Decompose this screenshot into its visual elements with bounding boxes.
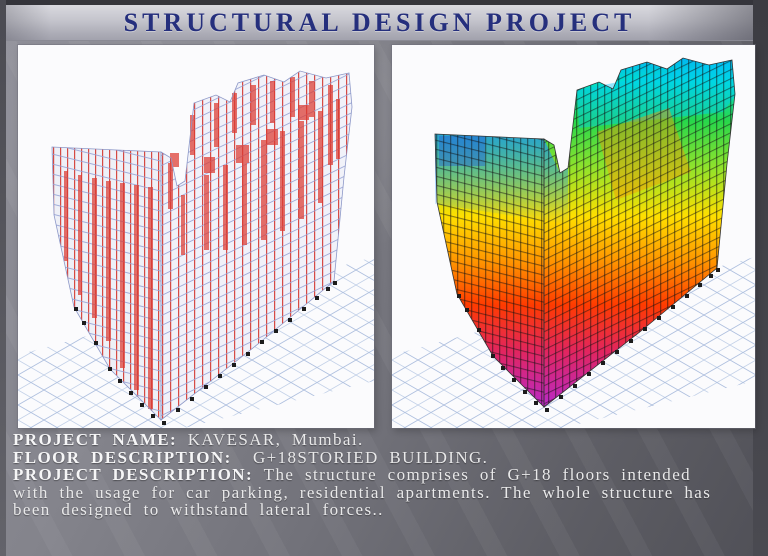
- frame-edge-left: [0, 0, 6, 556]
- contour-model-figure: [392, 57, 755, 428]
- shear-wall-panels: [64, 77, 340, 409]
- floor-description-line: FLOOR DESCRIPTION: G+18STORIED BUILDING.: [13, 447, 719, 467]
- floor-description-value: G+18STORIED BUILDING.: [231, 447, 489, 467]
- project-description-line: PROJECT DESCRIPTION: The structure compr…: [13, 466, 719, 519]
- project-name-line: PROJECT NAME: KAVESAR, Mumbai.: [13, 431, 719, 449]
- model-left-panel: [18, 45, 374, 428]
- model-right-panel: [392, 45, 755, 428]
- frame-model-figure: [18, 70, 374, 428]
- page-title: STRUCTURAL DESIGN PROJECT: [123, 8, 636, 37]
- project-name-label: PROJECT NAME:: [13, 430, 178, 449]
- project-description-value: The structure comprises of G+18 floors i…: [13, 465, 712, 520]
- column-footings: [457, 268, 720, 412]
- project-name-value: KAVESAR, Mumbai.: [177, 430, 364, 449]
- frame-edge-top: [0, 0, 768, 6]
- title-banner: STRUCTURAL DESIGN PROJECT: [6, 5, 753, 41]
- frame-edge-right: [753, 0, 768, 556]
- building-contour: [434, 57, 736, 412]
- project-description-label: PROJECT DESCRIPTION:: [13, 465, 254, 485]
- building-wireframe: [51, 70, 353, 425]
- floor-description-label: FLOOR DESCRIPTION:: [13, 447, 232, 467]
- column-footings: [74, 281, 337, 425]
- caption-block: PROJECT NAME: KAVESAR, Mumbai. FLOOR DES…: [13, 431, 719, 519]
